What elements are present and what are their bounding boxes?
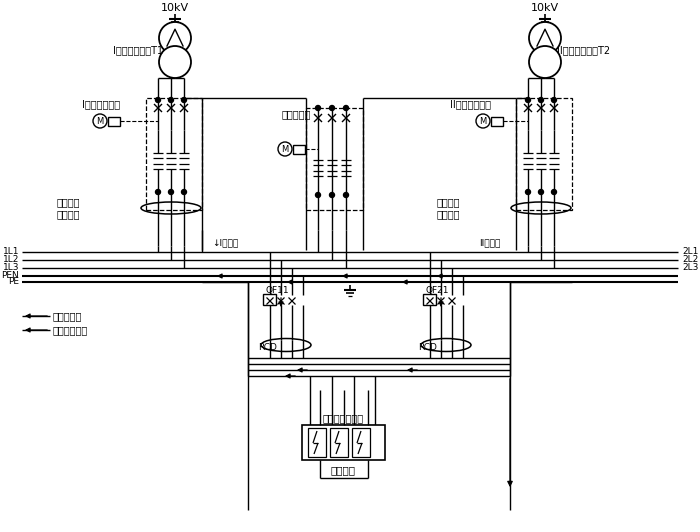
Text: 用电设备: 用电设备 — [330, 465, 356, 475]
Circle shape — [181, 97, 186, 103]
Circle shape — [526, 189, 531, 195]
Circle shape — [159, 22, 191, 54]
Text: ↓I段母线: ↓I段母线 — [212, 238, 238, 247]
Circle shape — [155, 97, 160, 103]
Circle shape — [93, 114, 107, 128]
Circle shape — [316, 105, 321, 111]
Circle shape — [529, 46, 561, 78]
Bar — [293, 145, 305, 154]
Text: 单相接地故障点: 单相接地故障点 — [323, 413, 363, 423]
Circle shape — [155, 189, 160, 195]
Text: PE: PE — [8, 278, 19, 287]
Bar — [308, 428, 326, 457]
Bar — [263, 294, 276, 305]
Text: PEN: PEN — [1, 271, 19, 280]
Circle shape — [552, 189, 556, 195]
Text: 10kV: 10kV — [531, 3, 559, 13]
Text: RCD: RCD — [418, 343, 437, 352]
Text: II段电力变压器T2: II段电力变压器T2 — [557, 45, 610, 55]
Circle shape — [316, 193, 321, 197]
Text: 接地故障电流: 接地故障电流 — [53, 325, 88, 335]
Circle shape — [169, 189, 174, 195]
Circle shape — [181, 189, 186, 195]
Circle shape — [552, 97, 556, 103]
Text: II段进线断路器: II段进线断路器 — [450, 99, 491, 109]
Text: I段进线断路器: I段进线断路器 — [82, 99, 120, 109]
Text: QF11: QF11 — [265, 286, 288, 295]
Bar — [302, 425, 385, 460]
Text: I段电力变压器T1: I段电力变压器T1 — [113, 45, 163, 55]
Circle shape — [476, 114, 490, 128]
Bar — [491, 117, 503, 126]
Bar — [306, 108, 363, 210]
Text: 中性线电流: 中性线电流 — [53, 311, 83, 321]
Circle shape — [538, 189, 543, 195]
Text: II段母线: II段母线 — [480, 238, 500, 247]
Circle shape — [526, 97, 531, 103]
Circle shape — [159, 46, 191, 78]
Text: 母联断路器: 母联断路器 — [282, 109, 312, 119]
Circle shape — [278, 142, 292, 156]
Circle shape — [330, 105, 335, 111]
Text: 接地故障
电流检测: 接地故障 电流检测 — [57, 197, 80, 219]
Text: 2L2: 2L2 — [682, 255, 699, 264]
Text: 2L1: 2L1 — [682, 247, 699, 256]
Bar — [352, 428, 370, 457]
Bar — [330, 428, 348, 457]
Bar — [146, 98, 202, 210]
Bar — [423, 294, 436, 305]
Circle shape — [344, 105, 349, 111]
Circle shape — [529, 22, 561, 54]
Text: 1L1: 1L1 — [3, 247, 19, 256]
Circle shape — [330, 193, 335, 197]
Text: 1L3: 1L3 — [3, 263, 19, 272]
Text: QF21: QF21 — [425, 286, 449, 295]
Circle shape — [344, 193, 349, 197]
Bar — [108, 117, 120, 126]
Text: 10kV: 10kV — [161, 3, 189, 13]
Text: 1L2: 1L2 — [3, 255, 19, 264]
Bar — [516, 98, 572, 210]
Circle shape — [169, 97, 174, 103]
Text: 接地故障
电流检测: 接地故障 电流检测 — [437, 197, 460, 219]
Text: RCD: RCD — [258, 343, 277, 352]
Circle shape — [538, 97, 543, 103]
Text: M: M — [281, 145, 288, 154]
Text: M: M — [480, 117, 486, 126]
Text: 2L3: 2L3 — [682, 263, 699, 272]
Text: M: M — [97, 117, 104, 126]
